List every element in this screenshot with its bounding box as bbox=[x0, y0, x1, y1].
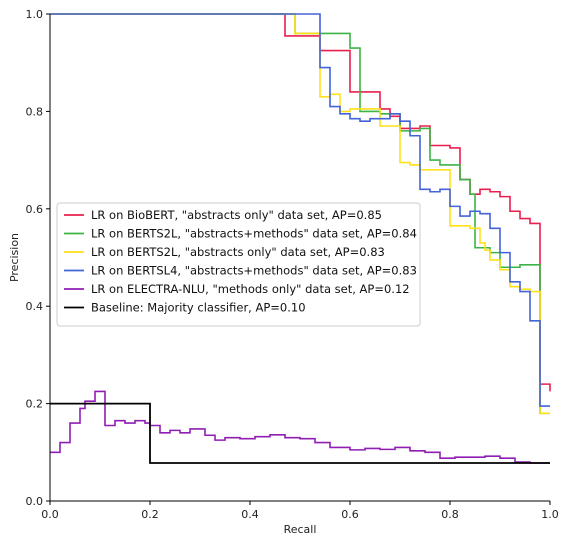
x-tick-label: 1.0 bbox=[541, 508, 559, 521]
axes-group: 0.0 0.2 0.4 0.6 0.8 1.0 0.0 0.2 0.4 0.6 0.8 1.0 Reca… bbox=[8, 8, 559, 535]
series-line-6 bbox=[50, 402, 550, 464]
legend-label-6: Baseline: Majority classifier, AP=0.10 bbox=[91, 301, 306, 315]
y-tick-label: 0.4 bbox=[26, 300, 44, 313]
x-tick-label: 0.2 bbox=[141, 508, 159, 521]
x-tick-label: 0.8 bbox=[441, 508, 459, 521]
x-axis-title: Recall bbox=[284, 523, 317, 535]
legend-label-3: LR on BERTS2L, "abstracts only" data set… bbox=[91, 245, 385, 259]
plot-series-group bbox=[50, 13, 551, 464]
x-tick-label: 0.0 bbox=[41, 508, 59, 521]
legend-label-2: LR on BERTS2L, "abstracts+methods" data … bbox=[91, 227, 417, 241]
legend-label-4: LR on BERTSL4, "abstracts+methods" data … bbox=[91, 264, 417, 278]
x-tick-label: 0.4 bbox=[241, 508, 259, 521]
series-line-5 bbox=[50, 390, 550, 464]
legend: LR on BioBERT, "abstracts only" data set… bbox=[56, 202, 421, 327]
legend-label-1: LR on BioBERT, "abstracts only" data set… bbox=[91, 208, 382, 222]
legend-box bbox=[56, 202, 421, 327]
series-line-1 bbox=[50, 13, 551, 392]
y-tick-label: 0.0 bbox=[26, 495, 44, 508]
legend-label-5: LR on ELECTRA-NLU, "methods only" data s… bbox=[91, 282, 410, 296]
y-tick-label: 1.0 bbox=[26, 8, 44, 21]
y-tick-label: 0.2 bbox=[26, 398, 44, 411]
y-axis-title: Precision bbox=[8, 233, 21, 282]
y-tick-label: 0.8 bbox=[26, 105, 44, 118]
series-line-4 bbox=[50, 13, 550, 407]
y-tick-label: 0.6 bbox=[26, 203, 44, 216]
x-tick-label: 0.6 bbox=[341, 508, 359, 521]
